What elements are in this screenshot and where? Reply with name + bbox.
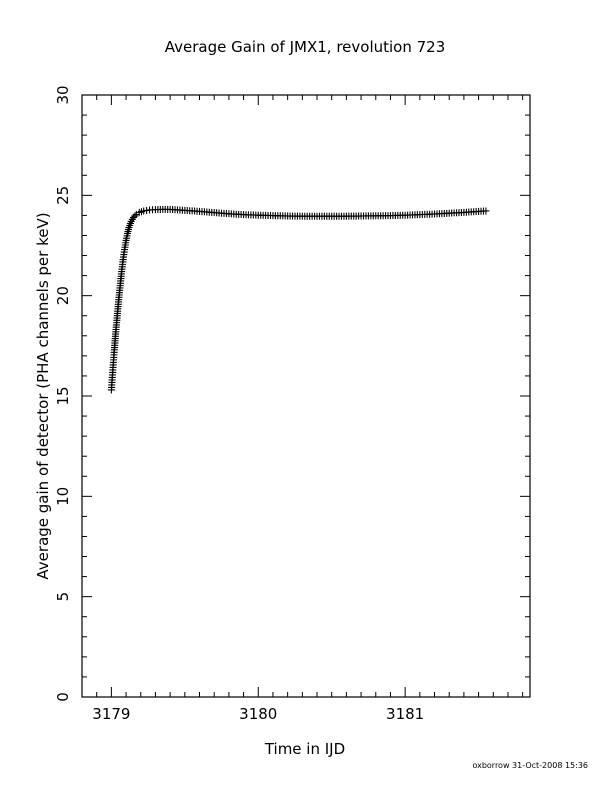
x-tick-label: 3179 [92,705,130,723]
chart-title: Average Gain of JMX1, revolution 723 [165,38,446,56]
y-tick-label: 5 [54,592,72,602]
footer-stamp: oxborrow 31-Oct-2008 15:36 [472,761,588,770]
x-tick-label: 3180 [239,705,277,723]
y-tick-label: 20 [54,286,72,305]
y-tick-label: 25 [54,186,72,205]
y-axis-label: Average gain of detector (PHA channels p… [34,212,52,579]
y-tick-label: 10 [54,487,72,506]
x-axis-ticks [81,95,524,697]
data-series [107,205,490,394]
x-axis-label: Time in IJD [264,740,345,758]
x-axis-tick-labels: 3179 3180 3181 [92,705,424,723]
y-tick-label: 15 [54,386,72,405]
data-point [482,207,490,215]
data-point [131,212,139,220]
y-axis-ticks [82,94,530,698]
plot-frame [81,94,531,698]
data-point [129,213,137,221]
y-tick-label: 30 [54,85,72,104]
y-axis-tick-labels: 0 5 10 15 20 25 30 [54,85,72,701]
y-tick-label: 0 [54,692,72,702]
x-tick-label: 3181 [386,705,424,723]
